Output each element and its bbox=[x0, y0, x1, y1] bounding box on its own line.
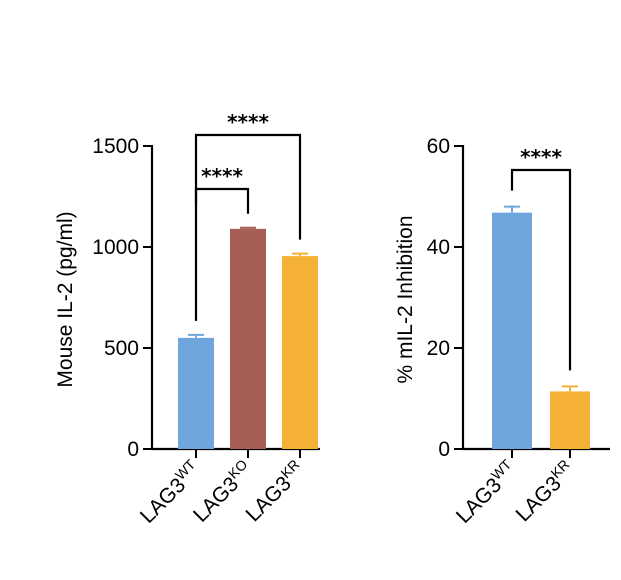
y-axis-title: % mIL-2 Inhibition bbox=[394, 215, 417, 383]
significance-label: **** bbox=[227, 110, 269, 134]
y-tick-label: 500 bbox=[104, 337, 139, 360]
error-bar bbox=[240, 226, 256, 229]
y-tick-label: 0 bbox=[438, 438, 450, 461]
significance-bracket bbox=[510, 168, 572, 371]
significance-label: **** bbox=[201, 164, 243, 188]
error-bar bbox=[188, 333, 204, 338]
bar bbox=[178, 337, 214, 449]
y-tick-label: 20 bbox=[427, 337, 450, 360]
x-category-label: LAG3KR bbox=[239, 456, 309, 526]
significance-bracket bbox=[194, 133, 302, 240]
y-axis-title: Mouse IL-2 (pg/ml) bbox=[54, 211, 77, 387]
error-bar bbox=[504, 205, 520, 213]
significance-label: **** bbox=[520, 145, 562, 169]
error-bar bbox=[562, 385, 578, 392]
bar bbox=[230, 228, 266, 449]
bar bbox=[282, 256, 318, 449]
bar bbox=[492, 212, 532, 449]
y-tick-label: 0 bbox=[127, 438, 139, 461]
y-tick-label: 1500 bbox=[92, 135, 139, 158]
y-tick-label: 60 bbox=[427, 135, 450, 158]
x-category-label: LAG3KR bbox=[509, 456, 579, 526]
y-tick-label: 1000 bbox=[92, 236, 139, 259]
error-bar bbox=[292, 252, 308, 257]
x-category-label: LAG3WT bbox=[450, 456, 522, 528]
significance-bracket bbox=[194, 187, 250, 321]
bar bbox=[550, 391, 590, 449]
y-tick-label: 40 bbox=[427, 236, 450, 259]
